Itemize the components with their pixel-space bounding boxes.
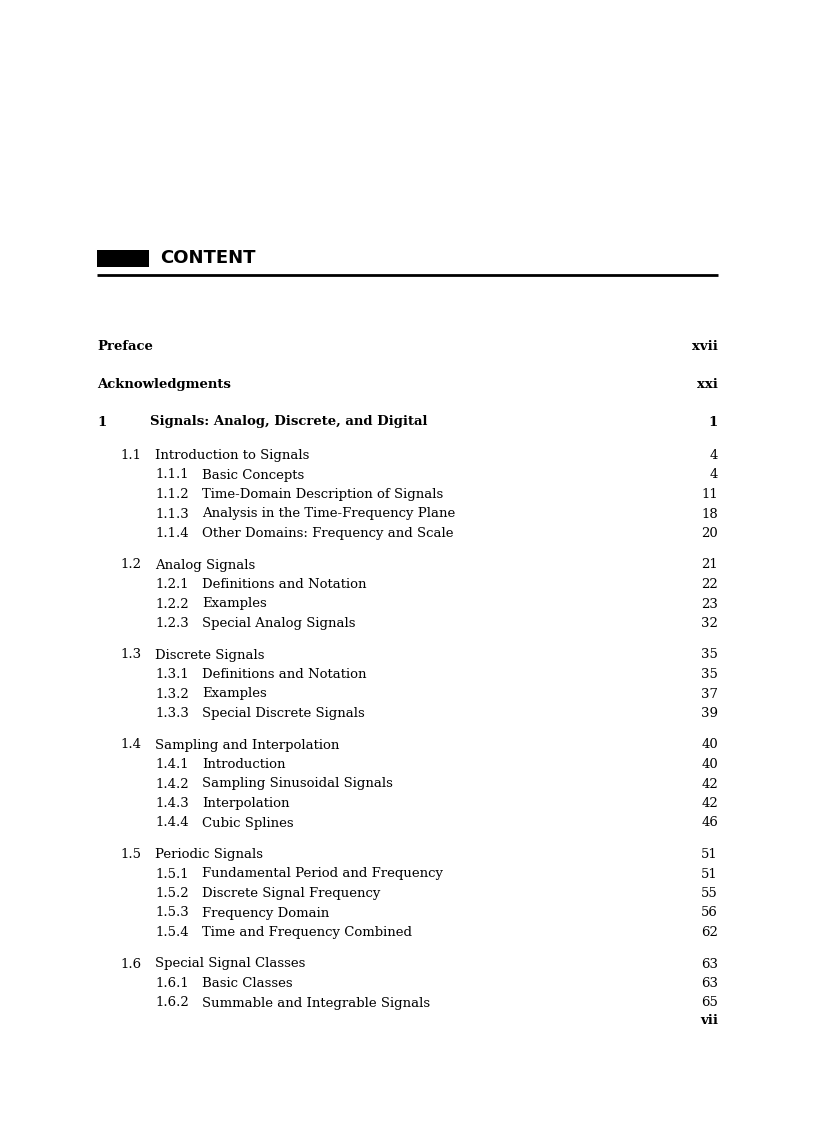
Text: 1.5.3: 1.5.3 <box>155 906 188 920</box>
Text: 1: 1 <box>709 416 718 429</box>
Text: 37: 37 <box>701 687 718 701</box>
Text: 1.4.3: 1.4.3 <box>155 797 188 810</box>
Text: Sampling Sinusoidal Signals: Sampling Sinusoidal Signals <box>202 777 392 791</box>
Text: Analog Signals: Analog Signals <box>155 558 255 572</box>
Text: 51: 51 <box>701 848 718 861</box>
Text: Signals: Analog, Discrete, and Digital: Signals: Analog, Discrete, and Digital <box>150 416 428 429</box>
Text: xvii: xvii <box>692 340 718 354</box>
Text: 1.5: 1.5 <box>120 848 141 861</box>
Text: Special Discrete Signals: Special Discrete Signals <box>202 707 365 720</box>
Text: 63: 63 <box>701 977 718 990</box>
Text: 1.4.2: 1.4.2 <box>155 777 188 791</box>
Text: 20: 20 <box>701 527 718 540</box>
Text: xxi: xxi <box>697 378 718 391</box>
Text: Interpolation: Interpolation <box>202 797 290 810</box>
Text: 1.1.3: 1.1.3 <box>155 508 188 520</box>
Text: 1.5.4: 1.5.4 <box>155 926 188 939</box>
Text: Basic Classes: Basic Classes <box>202 977 293 990</box>
Text: 11: 11 <box>701 489 718 501</box>
Text: 1.6: 1.6 <box>120 958 141 970</box>
Text: 4: 4 <box>710 449 718 462</box>
Text: 18: 18 <box>701 508 718 520</box>
Text: 1.3.2: 1.3.2 <box>155 687 188 701</box>
Text: Fundamental Period and Frequency: Fundamental Period and Frequency <box>202 867 443 880</box>
Text: vii: vii <box>700 1013 718 1026</box>
Text: 1: 1 <box>97 416 106 429</box>
Text: 1.3.3: 1.3.3 <box>155 707 188 720</box>
Text: 40: 40 <box>701 758 718 772</box>
Text: 46: 46 <box>701 816 718 830</box>
Text: Introduction to Signals: Introduction to Signals <box>155 449 309 462</box>
Text: Examples: Examples <box>202 687 267 701</box>
Text: 1.6.2: 1.6.2 <box>155 996 188 1010</box>
Text: 1.3.1: 1.3.1 <box>155 668 188 681</box>
Text: 42: 42 <box>701 797 718 810</box>
Text: Discrete Signal Frequency: Discrete Signal Frequency <box>202 887 380 900</box>
Text: 1.5.1: 1.5.1 <box>155 867 188 880</box>
Text: 40: 40 <box>701 739 718 751</box>
Text: Analysis in the Time-Frequency Plane: Analysis in the Time-Frequency Plane <box>202 508 455 520</box>
Text: 1.4.4: 1.4.4 <box>155 816 188 830</box>
Text: 1.1.1: 1.1.1 <box>155 468 188 482</box>
Text: Frequency Domain: Frequency Domain <box>202 906 329 920</box>
Text: 1.1.2: 1.1.2 <box>155 489 188 501</box>
Text: Definitions and Notation: Definitions and Notation <box>202 668 366 681</box>
Text: 62: 62 <box>701 926 718 939</box>
Text: 1.6.1: 1.6.1 <box>155 977 188 990</box>
Text: Discrete Signals: Discrete Signals <box>155 648 264 661</box>
Text: 21: 21 <box>701 558 718 572</box>
Text: 55: 55 <box>701 887 718 900</box>
Bar <box>97 249 149 266</box>
Text: Time and Frequency Combined: Time and Frequency Combined <box>202 926 412 939</box>
Text: Time-Domain Description of Signals: Time-Domain Description of Signals <box>202 489 443 501</box>
Text: 1.2: 1.2 <box>120 558 141 572</box>
Text: Other Domains: Frequency and Scale: Other Domains: Frequency and Scale <box>202 527 454 540</box>
Text: Periodic Signals: Periodic Signals <box>155 848 263 861</box>
Text: 1.4.1: 1.4.1 <box>155 758 188 772</box>
Text: 4: 4 <box>710 468 718 482</box>
Text: 65: 65 <box>701 996 718 1010</box>
Text: 63: 63 <box>701 958 718 970</box>
Text: 1.3: 1.3 <box>120 648 141 661</box>
Text: 35: 35 <box>701 668 718 681</box>
Text: 1.1.4: 1.1.4 <box>155 527 188 540</box>
Text: 32: 32 <box>701 617 718 630</box>
Text: 39: 39 <box>701 707 718 720</box>
Text: Preface: Preface <box>97 340 153 354</box>
Text: 35: 35 <box>701 648 718 661</box>
Text: Definitions and Notation: Definitions and Notation <box>202 578 366 591</box>
Text: Special Signal Classes: Special Signal Classes <box>155 958 305 970</box>
Text: Introduction: Introduction <box>202 758 286 772</box>
Text: Sampling and Interpolation: Sampling and Interpolation <box>155 739 339 751</box>
Text: Acknowledgments: Acknowledgments <box>97 378 231 391</box>
Text: Cubic Splines: Cubic Splines <box>202 816 294 830</box>
Text: 1.2.2: 1.2.2 <box>155 597 188 611</box>
Text: 1.5.2: 1.5.2 <box>155 887 188 900</box>
Text: Basic Concepts: Basic Concepts <box>202 468 304 482</box>
Text: 42: 42 <box>701 777 718 791</box>
Text: 1.2.1: 1.2.1 <box>155 578 188 591</box>
Text: 1.2.3: 1.2.3 <box>155 617 188 630</box>
Text: CONTENT: CONTENT <box>160 249 255 267</box>
Text: Examples: Examples <box>202 597 267 611</box>
Text: 51: 51 <box>701 867 718 880</box>
Text: Special Analog Signals: Special Analog Signals <box>202 617 356 630</box>
Text: 1.1: 1.1 <box>120 449 141 462</box>
Text: Summable and Integrable Signals: Summable and Integrable Signals <box>202 996 430 1010</box>
Text: 1.4: 1.4 <box>120 739 141 751</box>
Text: 56: 56 <box>701 906 718 920</box>
Text: 23: 23 <box>701 597 718 611</box>
Text: 22: 22 <box>701 578 718 591</box>
